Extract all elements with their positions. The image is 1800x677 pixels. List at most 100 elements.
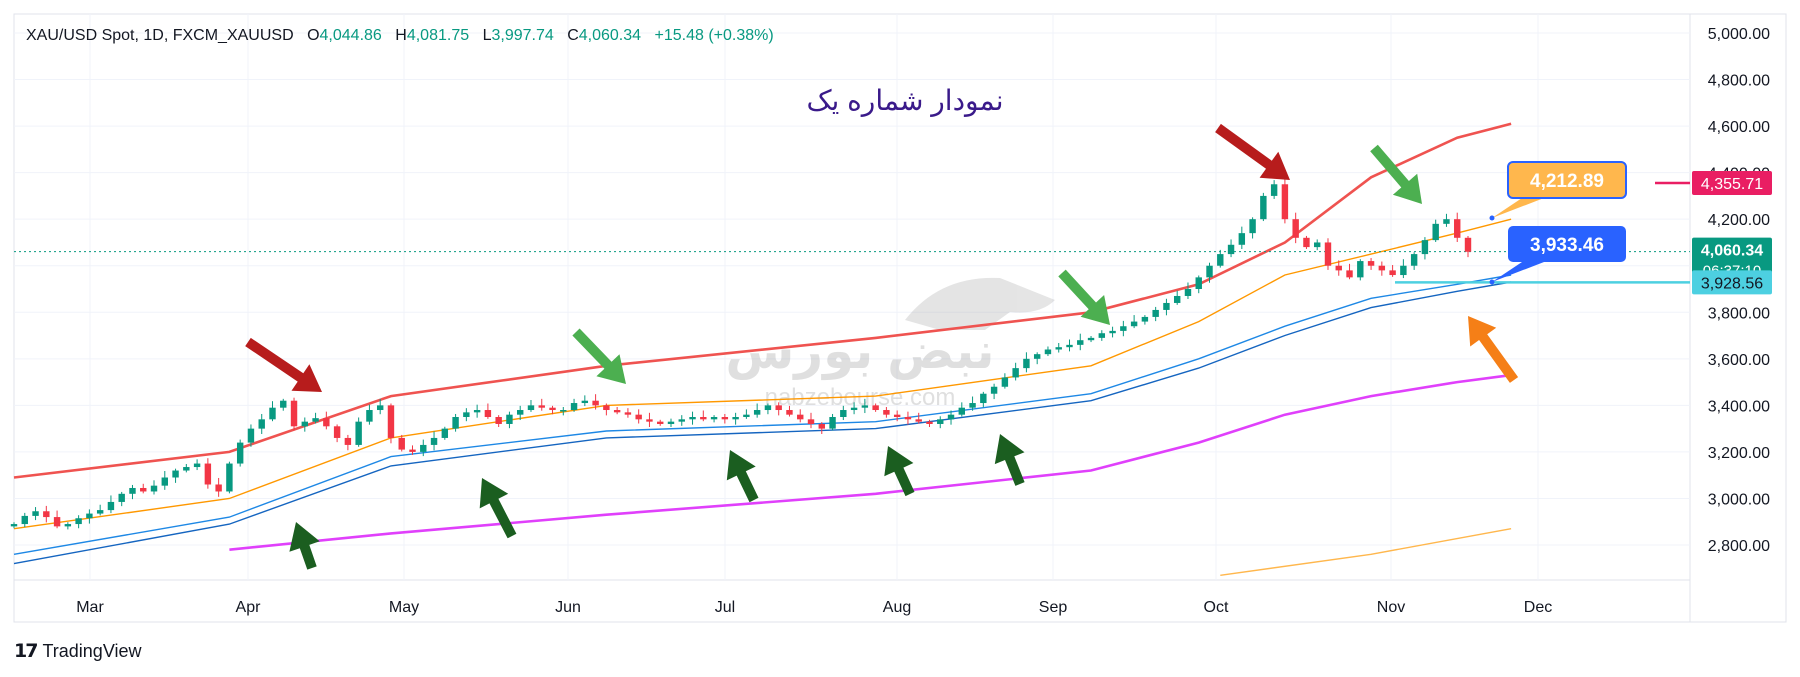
candle-body bbox=[1410, 254, 1418, 266]
candle-body bbox=[1217, 254, 1224, 266]
candle-body bbox=[743, 414, 750, 417]
candle-body bbox=[732, 417, 739, 420]
candle-body bbox=[1066, 344, 1073, 348]
candle-body bbox=[64, 524, 72, 527]
candle-body bbox=[53, 517, 61, 527]
candle-body bbox=[807, 419, 815, 424]
candle-body bbox=[1367, 261, 1375, 266]
candle-body bbox=[678, 419, 685, 422]
candle-body bbox=[1464, 237, 1472, 252]
candle-body bbox=[75, 518, 82, 525]
candle-body bbox=[1314, 242, 1321, 248]
candle-body bbox=[1109, 330, 1116, 334]
change-value: +15.48 (+0.38%) bbox=[654, 27, 774, 44]
x-tick-label: Dec bbox=[1524, 599, 1552, 616]
candle-body bbox=[1023, 358, 1030, 369]
candle-body bbox=[420, 444, 427, 452]
watermark-url: nabzebourse.com bbox=[765, 384, 956, 411]
y-tick-label: 4,600.00 bbox=[1708, 119, 1770, 136]
indicator-line bbox=[1220, 528, 1512, 576]
candle-body bbox=[527, 405, 535, 411]
candle-body bbox=[1421, 240, 1429, 255]
candle-body bbox=[1184, 289, 1192, 296]
candle-body bbox=[872, 405, 879, 411]
candle-body bbox=[775, 405, 782, 411]
candle-body bbox=[258, 419, 265, 429]
callout-anchor bbox=[1489, 279, 1495, 285]
price-label-value: 4,355.71 bbox=[1701, 176, 1763, 193]
y-tick-label: 3,000.00 bbox=[1708, 491, 1770, 508]
candle-body bbox=[344, 437, 352, 445]
symbol-name: XAU/USD Spot, 1D, FXCM_XAUUSD bbox=[26, 27, 294, 44]
candle-body bbox=[96, 510, 104, 514]
candle-body bbox=[1346, 270, 1353, 278]
price-axis[interactable]: 5,000.004,800.004,600.004,400.004,200.00… bbox=[1708, 26, 1770, 555]
candle-body bbox=[947, 414, 955, 420]
annotation-arrow-icon bbox=[994, 434, 1025, 486]
indicator-line bbox=[13, 281, 1512, 565]
y-tick-label: 4,800.00 bbox=[1708, 73, 1770, 90]
candle-body bbox=[21, 515, 28, 525]
annotation-arrow-icon bbox=[726, 450, 759, 503]
indicator-line bbox=[13, 218, 1512, 530]
candle-body bbox=[1001, 377, 1009, 387]
candle-body bbox=[570, 403, 578, 411]
candle-body bbox=[1152, 309, 1159, 317]
candle-body bbox=[312, 418, 319, 422]
candle-body bbox=[484, 410, 492, 417]
candle-body bbox=[290, 400, 298, 427]
callout-value: 3,933.46 bbox=[1530, 235, 1604, 256]
candle-body bbox=[1195, 277, 1202, 289]
candle-body bbox=[226, 463, 233, 492]
candle-body bbox=[506, 414, 513, 424]
candle-body bbox=[667, 421, 675, 424]
callout-pointer bbox=[1492, 198, 1544, 218]
chart-border bbox=[13, 13, 1787, 623]
candle-body bbox=[247, 428, 255, 443]
candle-body bbox=[118, 493, 125, 502]
candle-body bbox=[646, 419, 653, 422]
candle-body bbox=[753, 410, 761, 415]
candle-body bbox=[1130, 321, 1138, 327]
candle-body bbox=[904, 417, 912, 420]
annotation-arrow-icon bbox=[289, 522, 320, 570]
candle-body bbox=[635, 414, 642, 420]
candle-body bbox=[1292, 219, 1299, 238]
candle-body bbox=[183, 467, 190, 471]
symbol-legend: XAU/USD Spot, 1D, FXCM_XAUUSD O4,044.86 … bbox=[26, 27, 774, 45]
candle-body bbox=[463, 412, 470, 417]
candle-body bbox=[280, 400, 287, 408]
candle-body bbox=[926, 421, 933, 424]
high-value: 4,081.75 bbox=[406, 27, 470, 44]
candle-body bbox=[689, 417, 696, 420]
candle-body bbox=[204, 463, 212, 485]
x-tick-label: Oct bbox=[1204, 599, 1229, 616]
candle-body bbox=[613, 410, 621, 413]
candle-body bbox=[1389, 270, 1396, 276]
candle-body bbox=[1033, 354, 1041, 359]
annotation-arrow-icon bbox=[479, 478, 517, 539]
candle-body bbox=[1173, 295, 1181, 303]
candle-body bbox=[893, 414, 901, 417]
candle-body bbox=[1443, 219, 1450, 224]
candle-body bbox=[721, 417, 729, 420]
callout-anchor bbox=[1489, 215, 1495, 221]
candle-body bbox=[1303, 237, 1310, 248]
y-tick-label: 3,800.00 bbox=[1708, 305, 1770, 322]
candle-body bbox=[818, 423, 825, 429]
candle-body bbox=[387, 405, 395, 438]
candle-body bbox=[129, 487, 136, 494]
bull-logo bbox=[905, 277, 1055, 330]
annotation-arrow-icon bbox=[1215, 123, 1290, 180]
footer: 𝟭𝟳 TradingView bbox=[14, 640, 142, 663]
candle-body bbox=[538, 405, 545, 408]
time-axis[interactable]: Mar Apr May Jun Jul Aug Sep Oct Nov Dec bbox=[76, 599, 1552, 616]
candle-body bbox=[1400, 265, 1407, 276]
candle-body bbox=[560, 410, 567, 412]
candle-body bbox=[700, 417, 707, 420]
candle-body bbox=[969, 403, 976, 408]
candle-body bbox=[473, 410, 481, 413]
candle-body bbox=[1324, 242, 1332, 266]
candle-body bbox=[398, 437, 405, 450]
